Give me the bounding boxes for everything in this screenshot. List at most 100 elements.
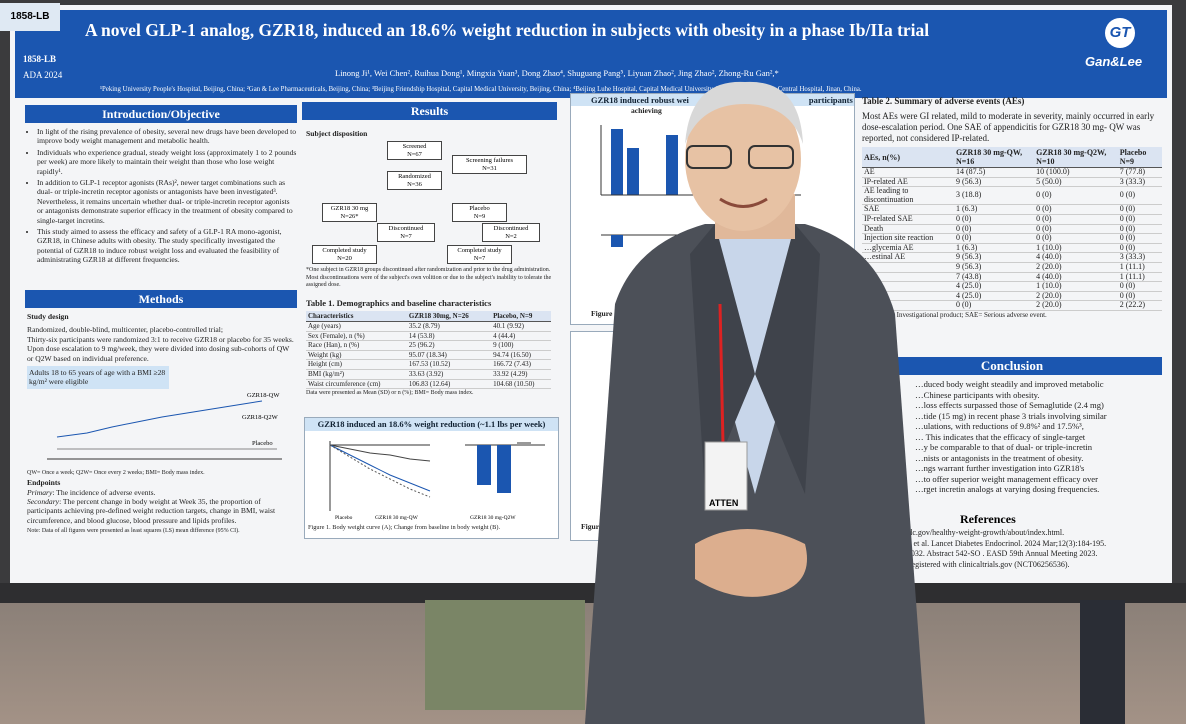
figure-title: GZR18 induced an 18.6% weight reduction … [305,418,558,431]
shirt [715,224,795,494]
row: 9 (56.3) 2 (20.0) 1 (11.1) [862,262,1162,273]
cell: 0 (0) [1117,291,1162,302]
list-item: In light of the rising prevalence of obe… [37,127,297,146]
cell: Death [862,224,954,235]
table-intro: Most AEs were GI related, mild to modera… [862,111,1155,143]
header-row: Characteristics GZR18 30mg, N=26 Placebo, … [306,311,551,322]
cell: 1 (10.0) [1034,281,1118,292]
cell: 1 (11.1) [1117,272,1162,283]
cell: …estinal AE [862,253,954,263]
cell: SAE [862,205,954,215]
cell: 1 (6.3) [953,243,1035,254]
cell: 25 (96.2) [406,340,492,351]
flow-box: Discontinued N=2 [482,223,540,242]
bar-shape [611,235,623,248]
list-item: …Chinese participants with obesity. [915,389,1040,400]
cell: 7 (77.8) [1117,167,1162,178]
bar-shape [477,445,491,485]
cell: 3 (33.3) [1117,177,1162,188]
cell: 106.83 (12.64) [406,379,492,390]
row: BMI (kg/m²) 33.63 (3.92) 33.92 (4.29) [306,369,551,380]
cell: 0 (0) [953,234,1035,244]
cell: 10 (100.0) [1034,167,1118,178]
cell: 2 (20.0) [1034,301,1118,311]
cell: IP-related SAE [862,214,954,225]
cell: 0 (0) [1034,205,1118,215]
row: 4 (25.0) 2 (20.0) 0 (0) [862,291,1162,302]
cell: Race (Han), n (%) [306,340,407,351]
figure1: GZR18 induced an 18.6% weight reduction … [304,417,559,539]
list-item: … This indicates that the efficacy of si… [915,431,1086,442]
row: Race (Han), n (%) 25 (96.2) 9 (100) [306,340,551,351]
header-cell: Placebo, N=9 [491,311,551,322]
smile [719,197,768,208]
cell: 0 (0) [953,224,1035,235]
text: participants [808,95,853,105]
arm-label: GZR18-QW [247,392,280,399]
cell: 7 (43.8) [953,272,1035,283]
cell: 0 (0) [1117,214,1162,225]
legend-label: GZR18 30 mg-Q2W [470,515,516,521]
cell: 4 (25.0) [953,291,1035,302]
flow-box: Randomized N=36 [387,171,442,190]
background-person [425,600,585,710]
cell: 4 (44.4) [491,331,551,342]
bar-shape [611,129,623,196]
table1: Characteristics GZR18 30mg, N=26 Placebo, … [306,311,551,399]
cell: 0 (0) [1034,234,1118,244]
title: A novel GLP-1 analog, GZR18, induced an … [85,20,930,40]
list-item: In addition to GLP-1 receptor agonists (… [37,178,297,225]
paragraph: Secondary: The percent change in body we… [27,497,297,525]
flow-box: GZR18 30 mg N=26* [322,203,377,222]
lanyard [718,303,725,445]
cell [862,300,954,311]
eligibility-box: Adults 18 to 65 years of age with a BMI … [27,366,169,389]
person: ATTEN [585,81,925,724]
cell: 9 (56.3) [953,262,1035,273]
cell: Age (years) [306,321,407,332]
header-row: AEs, n(%) GZR18 30 mg-QW, N=16 GZR18 30 mg… [862,147,1162,168]
row: Injection site reaction 0 (0) 0 (0) 0 (0) [862,234,1162,244]
row: 4 (25.0) 1 (10.0) 0 (0) [862,281,1162,292]
cell: 95.07 (18.34) [406,350,492,361]
header-cell: GZR18 30 mg-QW, N=16 [953,147,1035,168]
cell: 0 (0) [953,214,1035,225]
heading: Study design [27,312,69,321]
bar-shape [497,445,511,493]
cell: 14 (53.8) [406,331,492,342]
cell: 1 (11.1) [1117,262,1162,273]
badge-text: ATTEN [709,498,738,508]
authors: Linong Ji¹, Wei Chen², Ruihua Dong¹, Min… [335,68,779,78]
row: …estinal AE 9 (56.3) 4 (40.0) 3 (33.3) [862,253,1162,263]
subtitle: achieving [631,106,662,115]
label: Secondary [27,497,60,507]
cell: 104.68 (10.50) [491,379,551,390]
cell: AE leading to discontinuation [862,186,954,206]
label: Primary [27,487,53,497]
list-item: … and is registered with clinicaltrials.… [878,559,1070,569]
row: 0 (0) 2 (20.0) 2 (22.2) [862,301,1162,311]
curve [329,444,431,498]
reference-list: …www.cdc.gov/healthy-weight-growth/about… [878,528,1168,570]
row: Height (cm) 167.53 (10.52) 166.72 (7.43) [306,359,551,370]
cell: Injection site reaction [862,234,954,244]
row: …glycemia AE 1 (6.3) 1 (10.0) 0 (0) [862,243,1162,254]
lines: …duced body weight steadily and improved… [915,379,1165,495]
row: Age (years) 35.2 (8.79) 40.1 (9.92) [306,321,551,332]
affiliations: ¹Peking University People's Hospital, Be… [100,86,862,93]
header-cell: GZR18 30 mg-Q2W, N=10 [1034,147,1118,168]
row: IP-related SAE 0 (0) 0 (0) 0 (0) [862,214,1162,225]
curve [329,444,431,492]
cell: 166.72 (7.43) [491,359,551,370]
cell: 0 (0) [1117,186,1162,206]
heading: Subject disposition [306,129,368,138]
row: AE leading to discontinuation 3 (18.8) 0 (… [862,186,1162,206]
caption: Figure 3 [581,522,609,531]
cell [862,272,954,283]
header-cell: Characteristics [306,311,407,322]
cell: Height (cm) [306,359,407,370]
cell: 1 (10.0) [1034,243,1118,254]
cell: 33.92 (4.29) [491,369,551,380]
background-leg [1080,600,1125,724]
